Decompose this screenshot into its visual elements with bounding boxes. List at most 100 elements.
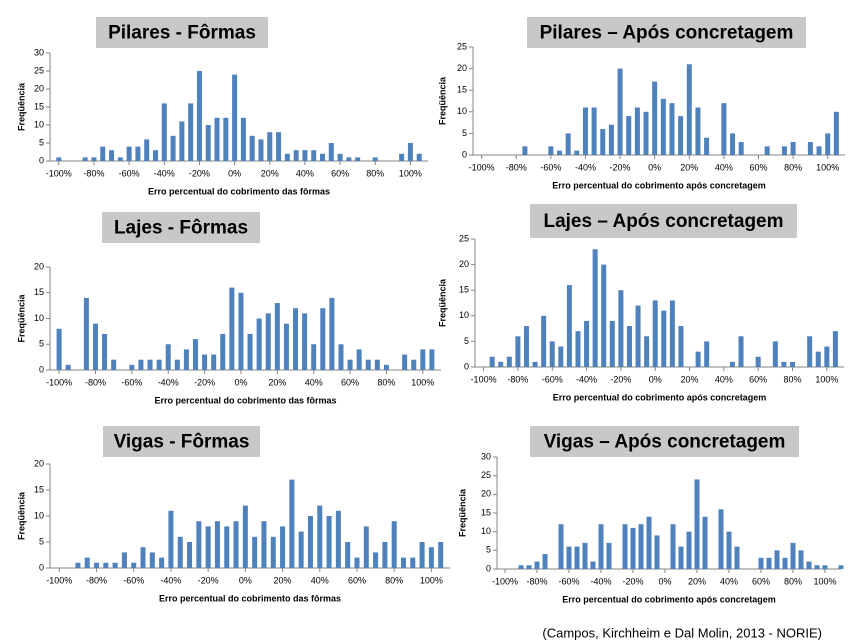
panel: Pilares – Após concretagem 0 5 10 15 20 25 -100… bbox=[437, 17, 845, 190]
bar bbox=[183, 349, 189, 370]
x-tick-label: -60% bbox=[119, 168, 140, 178]
bar bbox=[790, 542, 796, 569]
bar bbox=[606, 542, 612, 569]
bar bbox=[652, 300, 658, 367]
y-tick-label: 10 bbox=[457, 106, 467, 116]
title-box bbox=[102, 212, 260, 243]
y-tick-label: 0 bbox=[39, 364, 44, 374]
bar bbox=[140, 547, 146, 568]
bar bbox=[293, 150, 299, 161]
chart-title: Vigas - Fôrmas bbox=[114, 432, 250, 453]
bar bbox=[410, 557, 416, 568]
x-tick-label: 0% bbox=[239, 575, 252, 585]
bar bbox=[109, 150, 115, 161]
x-tick-label: 100% bbox=[813, 576, 836, 586]
bar bbox=[534, 561, 540, 569]
bar bbox=[523, 326, 529, 367]
y-tick-label: 15 bbox=[34, 484, 44, 494]
bar bbox=[338, 344, 344, 370]
bar bbox=[311, 150, 317, 161]
y-tick-label: 5 bbox=[39, 137, 44, 147]
panel: Vigas – Após concretagem 0 5 10 15 20 25 30 -100… bbox=[457, 426, 844, 604]
x-tick-label: -80% bbox=[83, 168, 104, 178]
x-tick-label: -60% bbox=[542, 374, 563, 384]
bar bbox=[223, 117, 229, 161]
x-tick-label: -100% bbox=[469, 162, 495, 172]
y-axis-label: Freqüência bbox=[16, 82, 26, 131]
bar bbox=[168, 510, 174, 568]
bar bbox=[56, 157, 62, 161]
y-tick-label: 5 bbox=[39, 339, 44, 349]
bar bbox=[265, 313, 271, 370]
bar bbox=[249, 135, 255, 161]
bar bbox=[734, 546, 740, 569]
bar bbox=[65, 364, 71, 370]
bar bbox=[822, 565, 828, 569]
title-box bbox=[103, 426, 260, 457]
bar bbox=[159, 557, 165, 568]
bar bbox=[247, 333, 253, 370]
bar bbox=[188, 103, 194, 161]
bar bbox=[838, 565, 844, 569]
bar bbox=[598, 524, 604, 569]
x-tick-label: -100% bbox=[46, 575, 72, 585]
bar bbox=[644, 336, 650, 367]
bar bbox=[558, 346, 564, 367]
bar bbox=[618, 290, 624, 367]
y-tick-label: 0 bbox=[39, 562, 44, 572]
bar bbox=[152, 150, 158, 161]
bar bbox=[617, 68, 623, 155]
bar bbox=[144, 139, 150, 161]
bar bbox=[515, 336, 521, 367]
bar bbox=[635, 305, 641, 367]
bar bbox=[337, 153, 343, 161]
x-tick-label: -100% bbox=[46, 168, 72, 178]
x-axis-label: Erro percentual do cobrimento das fôrmas bbox=[154, 395, 336, 405]
bar bbox=[121, 552, 127, 568]
bar bbox=[270, 536, 276, 568]
title-box bbox=[527, 17, 806, 48]
bar bbox=[738, 336, 744, 367]
x-tick-label: 60% bbox=[749, 162, 767, 172]
x-tick-label: -80% bbox=[85, 377, 106, 387]
bar bbox=[758, 557, 764, 569]
bar bbox=[92, 323, 98, 370]
bar bbox=[354, 557, 360, 568]
bar bbox=[592, 249, 598, 367]
bar bbox=[365, 359, 371, 370]
title-box bbox=[530, 204, 797, 238]
bar bbox=[345, 542, 351, 568]
x-tick-label: -20% bbox=[189, 168, 210, 178]
y-tick-label: 10 bbox=[481, 526, 491, 536]
y-tick-label: 15 bbox=[34, 287, 44, 297]
x-tick-label: 100% bbox=[411, 377, 434, 387]
bar bbox=[329, 297, 335, 370]
bar bbox=[355, 157, 361, 161]
y-tick-label: 15 bbox=[459, 285, 469, 295]
bar bbox=[833, 111, 839, 155]
bar bbox=[232, 74, 238, 161]
bar bbox=[643, 111, 649, 155]
bar bbox=[678, 116, 684, 155]
y-axis-label: Freqüência bbox=[457, 488, 467, 537]
x-tick-label: -100% bbox=[471, 374, 497, 384]
bar bbox=[400, 557, 406, 568]
bar bbox=[117, 157, 123, 161]
x-axis-label: Erro percentual do cobrimento das fôrmas bbox=[159, 593, 341, 603]
chart-title: Lajes – Após concretagem bbox=[543, 211, 783, 232]
x-axis-label: Erro percentual do cobrimento após concr… bbox=[562, 594, 776, 604]
bar bbox=[84, 557, 90, 568]
panel: Pilares - Fôrmas 0 5 10 15 20 25 30 -100% -80% -60… bbox=[16, 17, 428, 196]
bar bbox=[574, 546, 580, 569]
bar bbox=[825, 133, 831, 155]
panel: Vigas - Fôrmas 0 5 10 15 20 -100% -80% -60% -40% -… bbox=[16, 426, 450, 603]
bar bbox=[566, 285, 572, 367]
x-tick-label: -20% bbox=[194, 377, 215, 387]
bar bbox=[622, 524, 628, 569]
bar bbox=[661, 310, 667, 367]
x-tick-label: -40% bbox=[575, 162, 596, 172]
bar bbox=[626, 326, 632, 367]
bar bbox=[298, 531, 304, 568]
x-tick-label: -20% bbox=[198, 575, 219, 585]
